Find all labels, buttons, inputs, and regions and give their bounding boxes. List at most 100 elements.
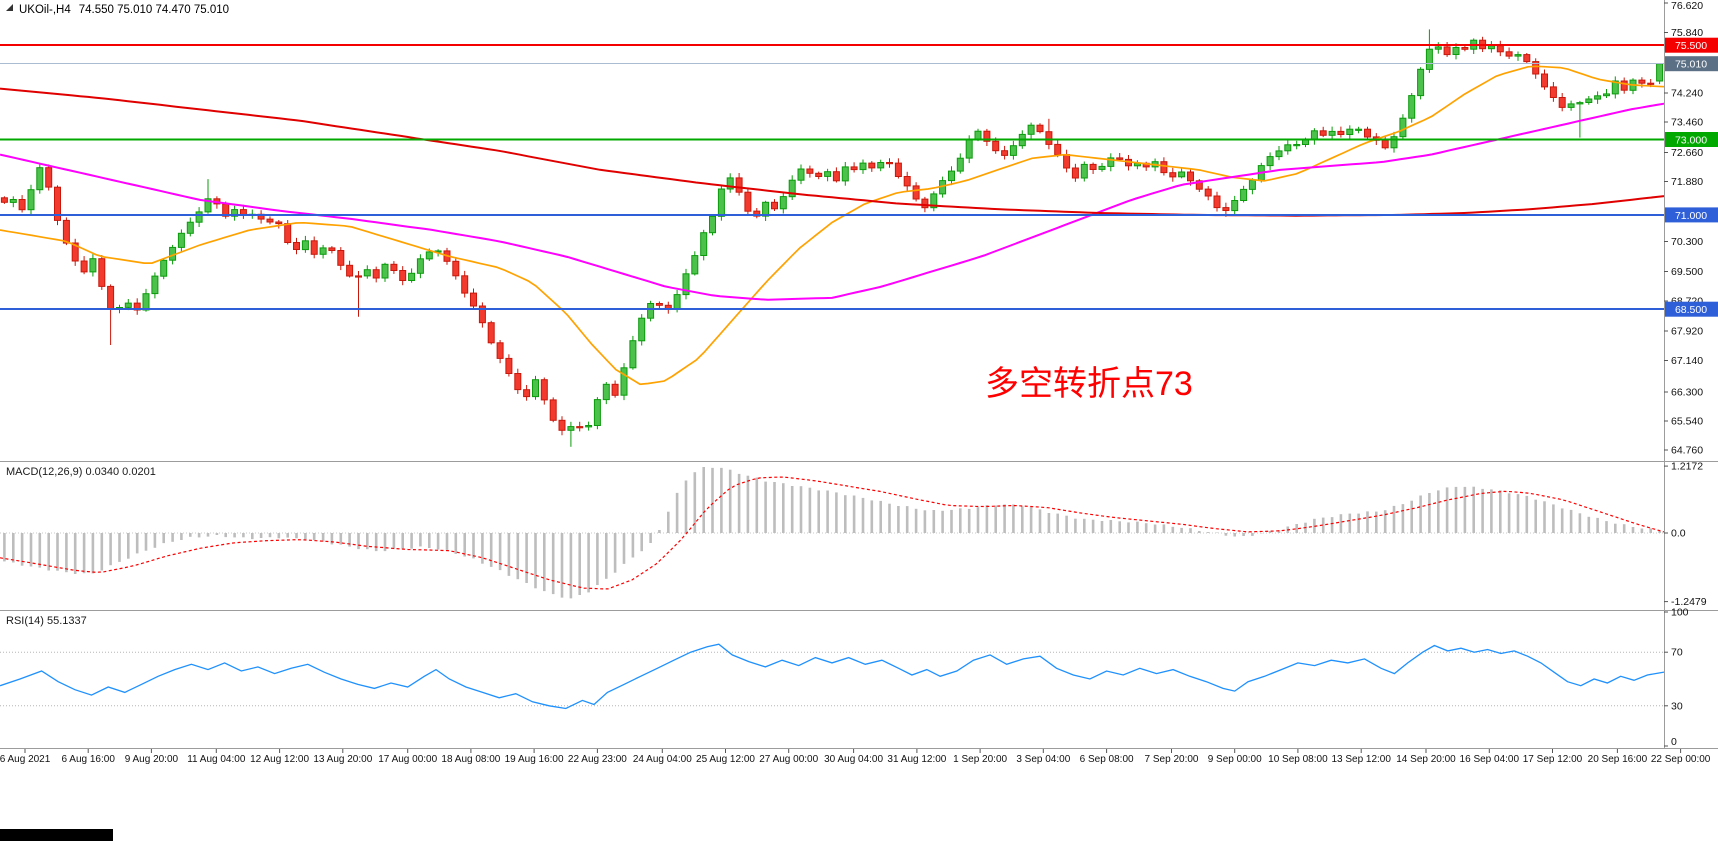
- candle: [1355, 126, 1363, 134]
- candle: [576, 421, 584, 432]
- macd-histogram: [3, 467, 1661, 599]
- candle: [293, 237, 300, 255]
- price-axis-label: 72.660: [1671, 147, 1703, 159]
- candle: [602, 382, 610, 405]
- candle: [514, 368, 522, 394]
- candle: [877, 159, 885, 172]
- candle: [1399, 114, 1407, 140]
- candle: [1337, 126, 1345, 138]
- candle: [301, 235, 309, 253]
- price-axis-label: 64.760: [1671, 445, 1703, 457]
- candle: [638, 314, 646, 346]
- candle: [328, 246, 336, 254]
- candle: [89, 254, 97, 277]
- rsi-line-layer: [0, 643, 1665, 710]
- candle: [726, 173, 734, 193]
- time-axis-label: 18 Aug 08:00: [441, 754, 500, 765]
- candle: [98, 255, 106, 290]
- candle: [585, 421, 593, 431]
- candle: [1505, 47, 1513, 59]
- candle: [540, 377, 548, 405]
- price-axis-label: 73.460: [1671, 117, 1703, 129]
- candle: [593, 397, 601, 430]
- chart-symbol-icon: [6, 4, 13, 11]
- time-axis-label: 24 Aug 04:00: [633, 754, 692, 765]
- taskbar-fragment: [0, 829, 113, 841]
- candle: [257, 210, 265, 224]
- macd-scale-label: 1.2172: [1671, 461, 1703, 473]
- candle: [1178, 167, 1186, 179]
- annotation-text[interactable]: 多空转折点73: [985, 365, 1193, 403]
- candle: [930, 191, 938, 212]
- candle: [1063, 149, 1071, 173]
- candle: [611, 380, 619, 398]
- price-badge: 75.010: [1665, 56, 1718, 72]
- candle: [1390, 131, 1398, 153]
- candle: [1009, 140, 1017, 160]
- candle: [1319, 126, 1327, 138]
- time-axis-label: 6 Sep 08:00: [1080, 754, 1134, 765]
- candle: [850, 162, 858, 173]
- time-axis-label: 30 Aug 04:00: [824, 754, 883, 765]
- candle: [496, 340, 504, 364]
- candle: [832, 167, 840, 183]
- candle: [1496, 40, 1504, 57]
- candle: [372, 266, 380, 283]
- rsi-scale-label: 30: [1671, 700, 1683, 712]
- candle: [0, 196, 8, 204]
- time-axis[interactable]: 6 Aug 2021 6 Aug 16:00 9 Aug 20:00 11 Aug 0…: [0, 749, 1711, 765]
- candle: [824, 168, 832, 182]
- candle: [655, 301, 663, 310]
- candle: [886, 158, 893, 168]
- rsi-label: RSI(14) 55.1337: [6, 615, 87, 627]
- candle: [762, 200, 770, 221]
- candle: [160, 258, 168, 280]
- candle: [62, 217, 70, 246]
- price-badge: 71.000: [1665, 207, 1718, 223]
- candle: [1328, 126, 1336, 141]
- candle: [1594, 91, 1602, 104]
- macd-signal-line: [0, 476, 1665, 590]
- candle: [1346, 125, 1354, 139]
- time-axis-label: 6 Aug 2021: [0, 754, 51, 765]
- candle: [1027, 122, 1035, 140]
- candle: [231, 205, 239, 221]
- candle: [310, 236, 318, 259]
- candle: [1364, 126, 1371, 140]
- candle: [948, 166, 955, 186]
- candle: [1284, 140, 1292, 155]
- candle: [1275, 146, 1283, 161]
- candle: [1310, 128, 1318, 145]
- candle: [1603, 89, 1610, 98]
- macd-scale-label: -1.2479: [1671, 596, 1707, 608]
- candle: [956, 153, 964, 174]
- main-chart-panel[interactable]: UKOil-,H4 74.550 75.010 74.470 75.010 多空转…: [0, 4, 1665, 447]
- svg-text:75.500: 75.500: [1675, 40, 1707, 52]
- price-axis-label: 75.840: [1671, 27, 1703, 39]
- candle: [275, 220, 283, 229]
- rsi-scale-label: 100: [1671, 607, 1689, 619]
- macd-panel[interactable]: MACD(12,26,9) 0.0340 0.0201: [0, 466, 1665, 599]
- candle: [549, 397, 557, 423]
- ma-fast-line: [0, 65, 1665, 386]
- candle: [1089, 162, 1097, 174]
- candle: [1045, 118, 1053, 150]
- candle: [461, 270, 469, 298]
- candle: [45, 164, 53, 191]
- price-axis[interactable]: 76.620 75.840 74.240 73.460 72.660 71.880 70.3…: [1664, 0, 1718, 748]
- rsi-panel[interactable]: RSI(14) 55.1337: [0, 615, 1665, 710]
- svg-text:73.000: 73.000: [1675, 135, 1707, 147]
- candle: [71, 238, 79, 266]
- candle: [1001, 145, 1009, 160]
- candle: [841, 162, 849, 186]
- candle: [1620, 77, 1628, 94]
- candle: [859, 159, 867, 174]
- time-axis-label: 20 Sep 16:00: [1588, 754, 1648, 765]
- candle: [1408, 93, 1416, 123]
- candle: [567, 421, 575, 447]
- candle: [107, 284, 115, 345]
- time-axis-label: 9 Aug 20:00: [125, 754, 179, 765]
- candle: [1656, 63, 1664, 85]
- candle: [1169, 167, 1177, 182]
- time-axis-label: 22 Sep 00:00: [1651, 754, 1711, 765]
